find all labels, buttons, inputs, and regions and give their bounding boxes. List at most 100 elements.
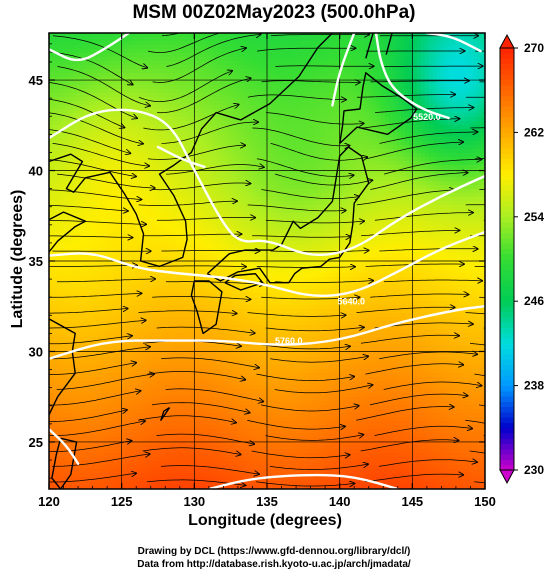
streamline xyxy=(360,335,459,344)
streamline xyxy=(156,217,255,221)
streamline xyxy=(49,205,128,211)
streamline xyxy=(49,309,128,314)
streamline xyxy=(365,142,463,160)
colorbar: 230 238 246 254 262 270 xyxy=(499,33,544,485)
streamline xyxy=(138,415,236,423)
plot-area: 5640.0 5760.0 5520.0 xyxy=(49,33,548,491)
streamline xyxy=(274,385,373,394)
streamline xyxy=(356,190,454,206)
streamline xyxy=(49,410,127,422)
streamline xyxy=(256,373,355,381)
x-tick-label: 135 xyxy=(256,494,278,509)
streamline xyxy=(49,82,137,118)
streamline xyxy=(378,460,477,467)
streamline xyxy=(274,281,373,283)
streamline xyxy=(261,189,359,199)
streamline xyxy=(247,313,346,317)
x-tick-label: 120 xyxy=(38,494,60,509)
streamline xyxy=(275,173,372,186)
streamline xyxy=(488,359,548,370)
streamline xyxy=(247,94,346,100)
streamline xyxy=(252,236,350,238)
streamline xyxy=(49,293,141,298)
colorbar-tick-label: 238 xyxy=(524,379,544,393)
colorbar-frame xyxy=(499,47,515,471)
streamline xyxy=(265,220,364,223)
streamline xyxy=(365,474,463,483)
streamline xyxy=(465,312,485,315)
coastline xyxy=(49,211,86,253)
streamline xyxy=(56,374,154,390)
height-contour xyxy=(49,305,485,360)
streamline xyxy=(374,213,473,221)
streamline xyxy=(152,183,250,191)
streamline xyxy=(257,48,355,52)
y-tick-label: 45 xyxy=(29,73,43,88)
streamline xyxy=(143,105,238,131)
x-tick-label: 130 xyxy=(183,494,205,509)
y-tick-label: 35 xyxy=(29,254,43,269)
streamline xyxy=(49,98,125,127)
streamline xyxy=(49,189,141,200)
contour-labels: 5640.0 5760.0 5520.0 xyxy=(275,112,441,346)
streamline xyxy=(49,441,132,452)
x-tick-label: 145 xyxy=(401,494,423,509)
streamline xyxy=(151,402,250,413)
coastline xyxy=(49,318,76,416)
streamline xyxy=(161,357,259,368)
coastline xyxy=(190,280,223,335)
streamline xyxy=(52,143,150,166)
credit-line-data: Data from http://database.rish.kyoto-u.a… xyxy=(137,559,411,570)
streamline xyxy=(365,364,464,375)
streamline xyxy=(138,311,237,314)
streamline xyxy=(483,435,485,437)
streamline xyxy=(356,307,455,313)
streamline xyxy=(256,158,354,177)
grid-lines xyxy=(49,33,485,489)
streamline xyxy=(161,250,259,251)
coastline xyxy=(206,146,370,284)
streamline xyxy=(251,450,350,458)
streamline xyxy=(147,145,245,160)
streamline xyxy=(165,388,264,402)
streamline xyxy=(49,236,132,238)
streamline xyxy=(260,405,359,412)
streamline xyxy=(57,173,155,188)
streamline xyxy=(265,327,364,332)
height-contour xyxy=(49,230,485,297)
height-contour xyxy=(49,33,131,62)
streamline xyxy=(361,119,459,129)
streamline xyxy=(379,249,477,251)
y-tick-label: 25 xyxy=(29,435,43,450)
colorbar-tick-label: 230 xyxy=(524,463,544,477)
coastline xyxy=(365,33,374,59)
colorbar-max-arrow xyxy=(499,33,515,49)
streamline xyxy=(49,265,137,266)
streamline xyxy=(147,371,246,380)
streamline xyxy=(49,421,145,436)
streamlines xyxy=(49,33,548,491)
streamline xyxy=(266,112,364,125)
streamline xyxy=(369,394,468,406)
chart-title: MSM 00Z02May2023 (500.0hPa) xyxy=(132,2,416,23)
streamline xyxy=(256,482,354,486)
streamline xyxy=(166,165,264,175)
streamline xyxy=(49,219,146,224)
y-tick-label: 40 xyxy=(29,164,43,179)
streamline xyxy=(383,381,482,390)
streamline xyxy=(488,251,548,252)
streamline xyxy=(365,264,464,266)
streamline xyxy=(374,426,473,436)
streamline xyxy=(275,66,373,67)
streamline xyxy=(49,363,137,375)
contour-label: 5760.0 xyxy=(275,336,303,346)
streamline xyxy=(270,356,368,363)
streamline xyxy=(465,419,485,424)
streamline xyxy=(252,127,349,146)
x-tick-label: 140 xyxy=(329,494,351,509)
x-tick-label: 150 xyxy=(474,494,496,509)
streamline xyxy=(384,159,481,175)
credit-line-dcl: Drawing by DCL (https://www.gfd-dennou.o… xyxy=(137,546,411,557)
contour-label: 5520.0 xyxy=(413,112,441,122)
streamline xyxy=(261,297,359,299)
